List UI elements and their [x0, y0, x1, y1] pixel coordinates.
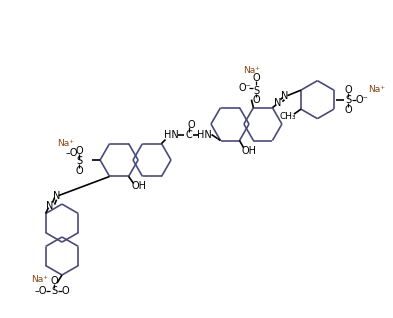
Text: Na⁺: Na⁺ [58, 140, 75, 149]
Text: O: O [253, 73, 260, 83]
Text: –O: –O [35, 286, 47, 296]
Text: O⁻: O⁻ [355, 95, 368, 105]
Text: N: N [274, 98, 281, 107]
Text: C: C [185, 129, 192, 140]
Text: O: O [75, 146, 83, 156]
Text: O: O [61, 286, 69, 296]
Text: Na⁺: Na⁺ [31, 274, 48, 284]
Text: O: O [345, 105, 352, 114]
Text: O: O [50, 276, 58, 286]
Text: O⁻: O⁻ [238, 83, 251, 93]
Text: S: S [76, 156, 82, 166]
Text: S: S [345, 95, 351, 105]
Text: O: O [345, 85, 352, 95]
Text: HN: HN [197, 129, 212, 140]
Text: CH₃: CH₃ [280, 112, 296, 121]
Text: N: N [281, 91, 288, 100]
Text: O: O [253, 95, 260, 105]
Text: Na⁺: Na⁺ [243, 66, 260, 75]
Text: S: S [253, 86, 259, 96]
Text: –O: –O [66, 148, 78, 158]
Text: O: O [188, 120, 195, 129]
Text: N: N [46, 201, 53, 211]
Text: Na⁺: Na⁺ [368, 85, 385, 94]
Text: HN: HN [164, 129, 179, 140]
Text: S: S [51, 286, 57, 296]
Text: OH: OH [241, 146, 256, 156]
Text: OH: OH [131, 182, 146, 191]
Text: O: O [75, 166, 83, 176]
Text: N: N [53, 190, 60, 201]
